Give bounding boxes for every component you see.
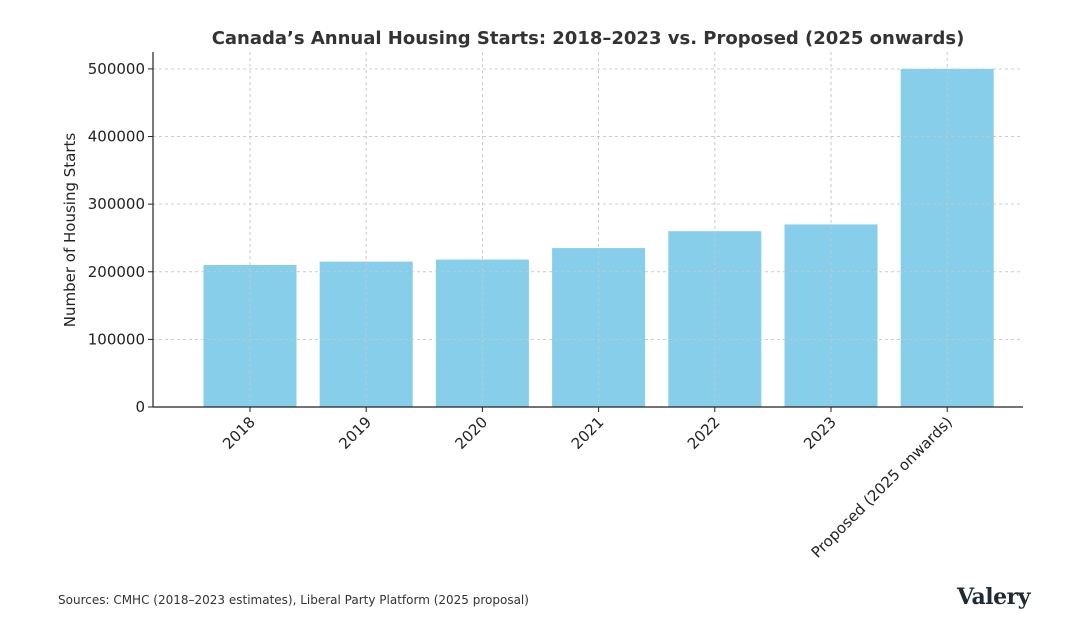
y-axis-label: Number of Housing Starts	[61, 133, 79, 328]
y-tick-label: 400000	[88, 128, 145, 146]
y-ticks: 0 100000 200000 300000 400000 500000	[88, 60, 153, 416]
source-note: Sources: CMHC (2018–2023 estimates), Lib…	[58, 593, 529, 607]
brand-logo: Valery	[956, 584, 1031, 610]
x-tick-label: 2021	[568, 413, 608, 453]
chart-title: Canada’s Annual Housing Starts: 2018–202…	[212, 28, 965, 49]
y-tick-label: 100000	[88, 330, 145, 348]
x-tick-label: 2023	[800, 413, 840, 453]
y-tick-label: 500000	[88, 60, 145, 78]
x-tick-label: 2020	[451, 413, 491, 453]
axes	[152, 52, 1023, 408]
bars	[153, 52, 1023, 408]
x-tick-label: 2022	[684, 413, 724, 453]
x-tick-label: 2019	[335, 413, 375, 453]
x-tick-label: 2018	[219, 413, 259, 453]
y-tick-label: 300000	[88, 195, 145, 213]
y-tick-label: 200000	[88, 263, 145, 281]
y-tick-label: 0	[135, 398, 145, 416]
